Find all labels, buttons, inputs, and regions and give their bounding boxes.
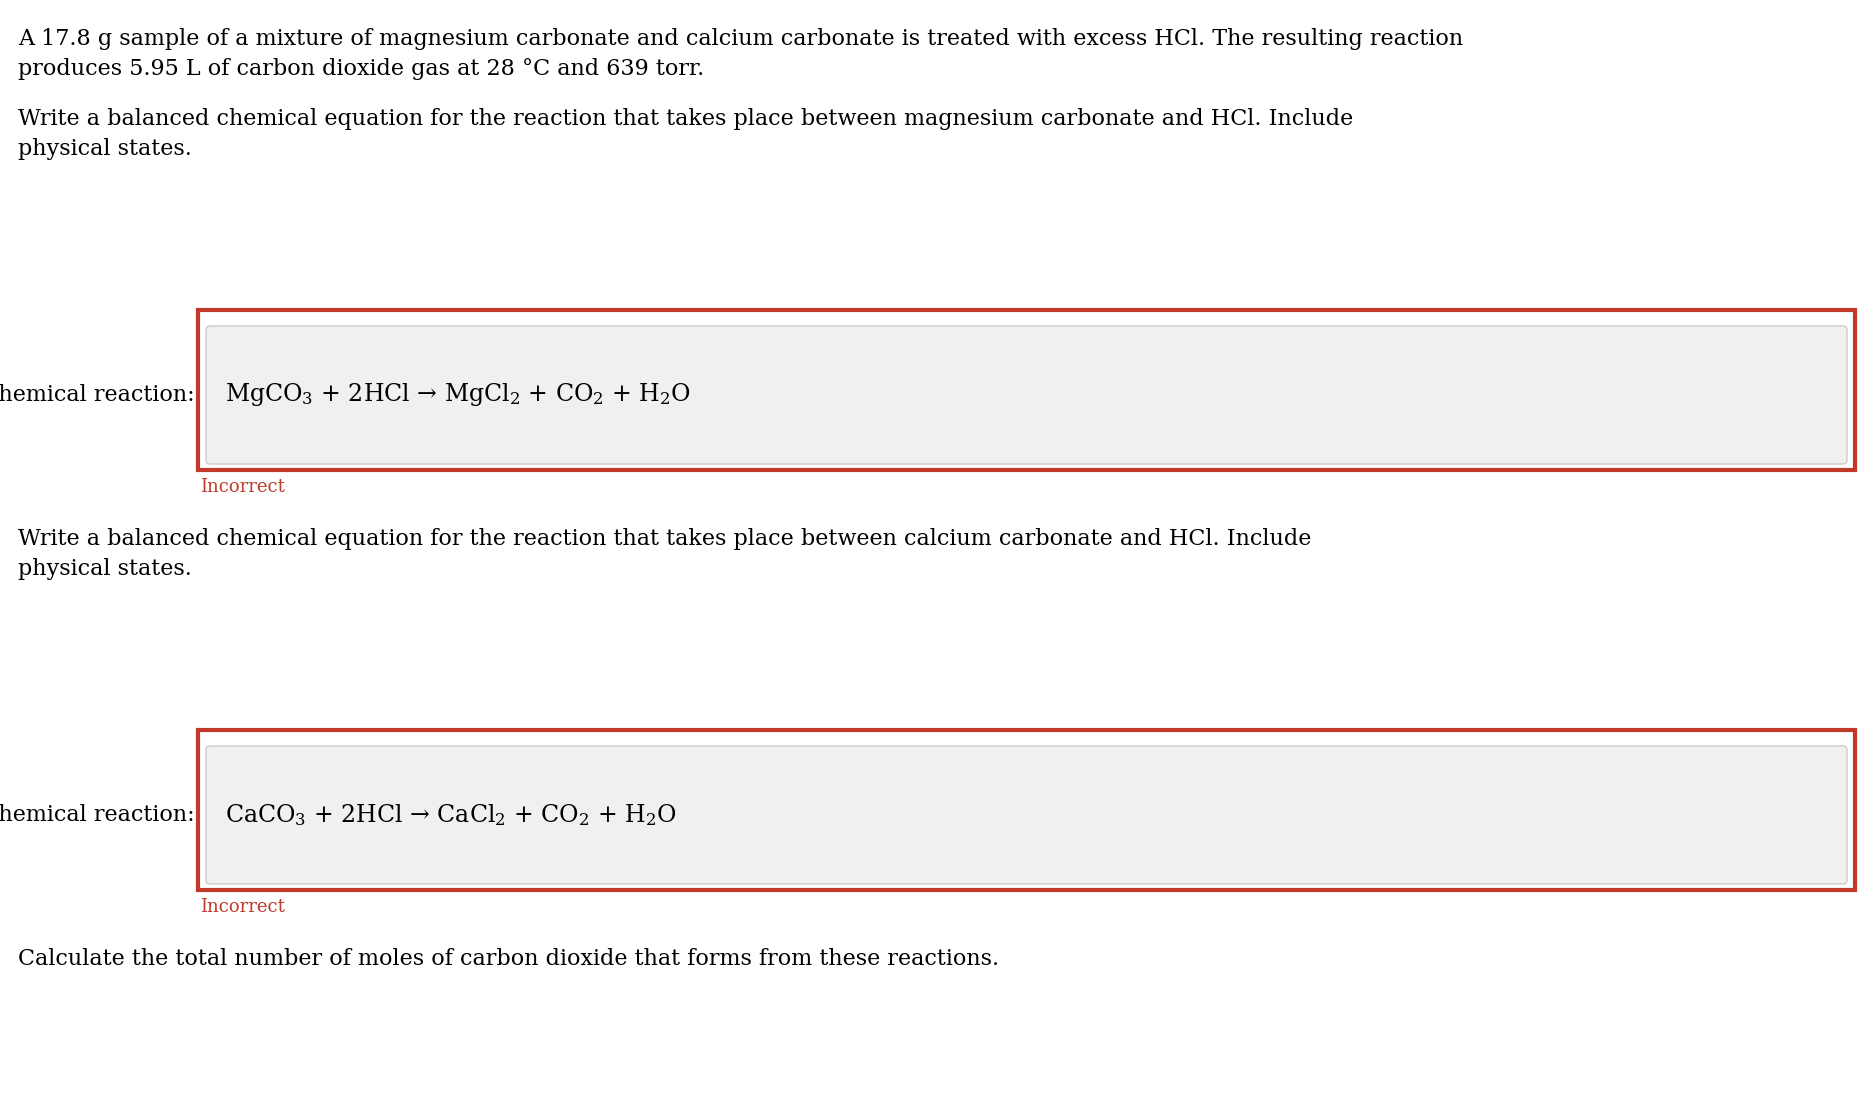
Text: physical states.: physical states. [19, 138, 191, 160]
Text: physical states.: physical states. [19, 558, 191, 580]
Text: A 17.8 g sample of a mixture of magnesium carbonate and calcium carbonate is tre: A 17.8 g sample of a mixture of magnesiu… [19, 28, 1463, 50]
FancyBboxPatch shape [199, 730, 1854, 890]
Text: produces 5.95 L of carbon dioxide gas at 28 °C and 639 torr.: produces 5.95 L of carbon dioxide gas at… [19, 58, 704, 80]
Text: Calculate the total number of moles of carbon dioxide that forms from these reac: Calculate the total number of moles of c… [19, 948, 998, 970]
Text: chemical reaction:: chemical reaction: [0, 804, 195, 826]
Text: Incorrect: Incorrect [200, 478, 285, 496]
Text: chemical reaction:: chemical reaction: [0, 384, 195, 406]
FancyBboxPatch shape [199, 310, 1854, 470]
Text: Incorrect: Incorrect [200, 898, 285, 916]
FancyBboxPatch shape [206, 326, 1847, 464]
FancyBboxPatch shape [206, 746, 1847, 884]
Text: $\mathregular{CaCO_3}$ + 2HCl → $\mathregular{CaCl_2}$ + $\mathregular{CO_2}$ + : $\mathregular{CaCO_3}$ + 2HCl → $\mathre… [225, 802, 676, 828]
Text: Write a balanced chemical equation for the reaction that takes place between mag: Write a balanced chemical equation for t… [19, 108, 1352, 130]
Text: $\mathregular{MgCO_3}$ + 2HCl → $\mathregular{MgCl_2}$ + $\mathregular{CO_2}$ + : $\mathregular{MgCO_3}$ + 2HCl → $\mathre… [225, 382, 691, 408]
Text: Write a balanced chemical equation for the reaction that takes place between cal: Write a balanced chemical equation for t… [19, 528, 1311, 550]
